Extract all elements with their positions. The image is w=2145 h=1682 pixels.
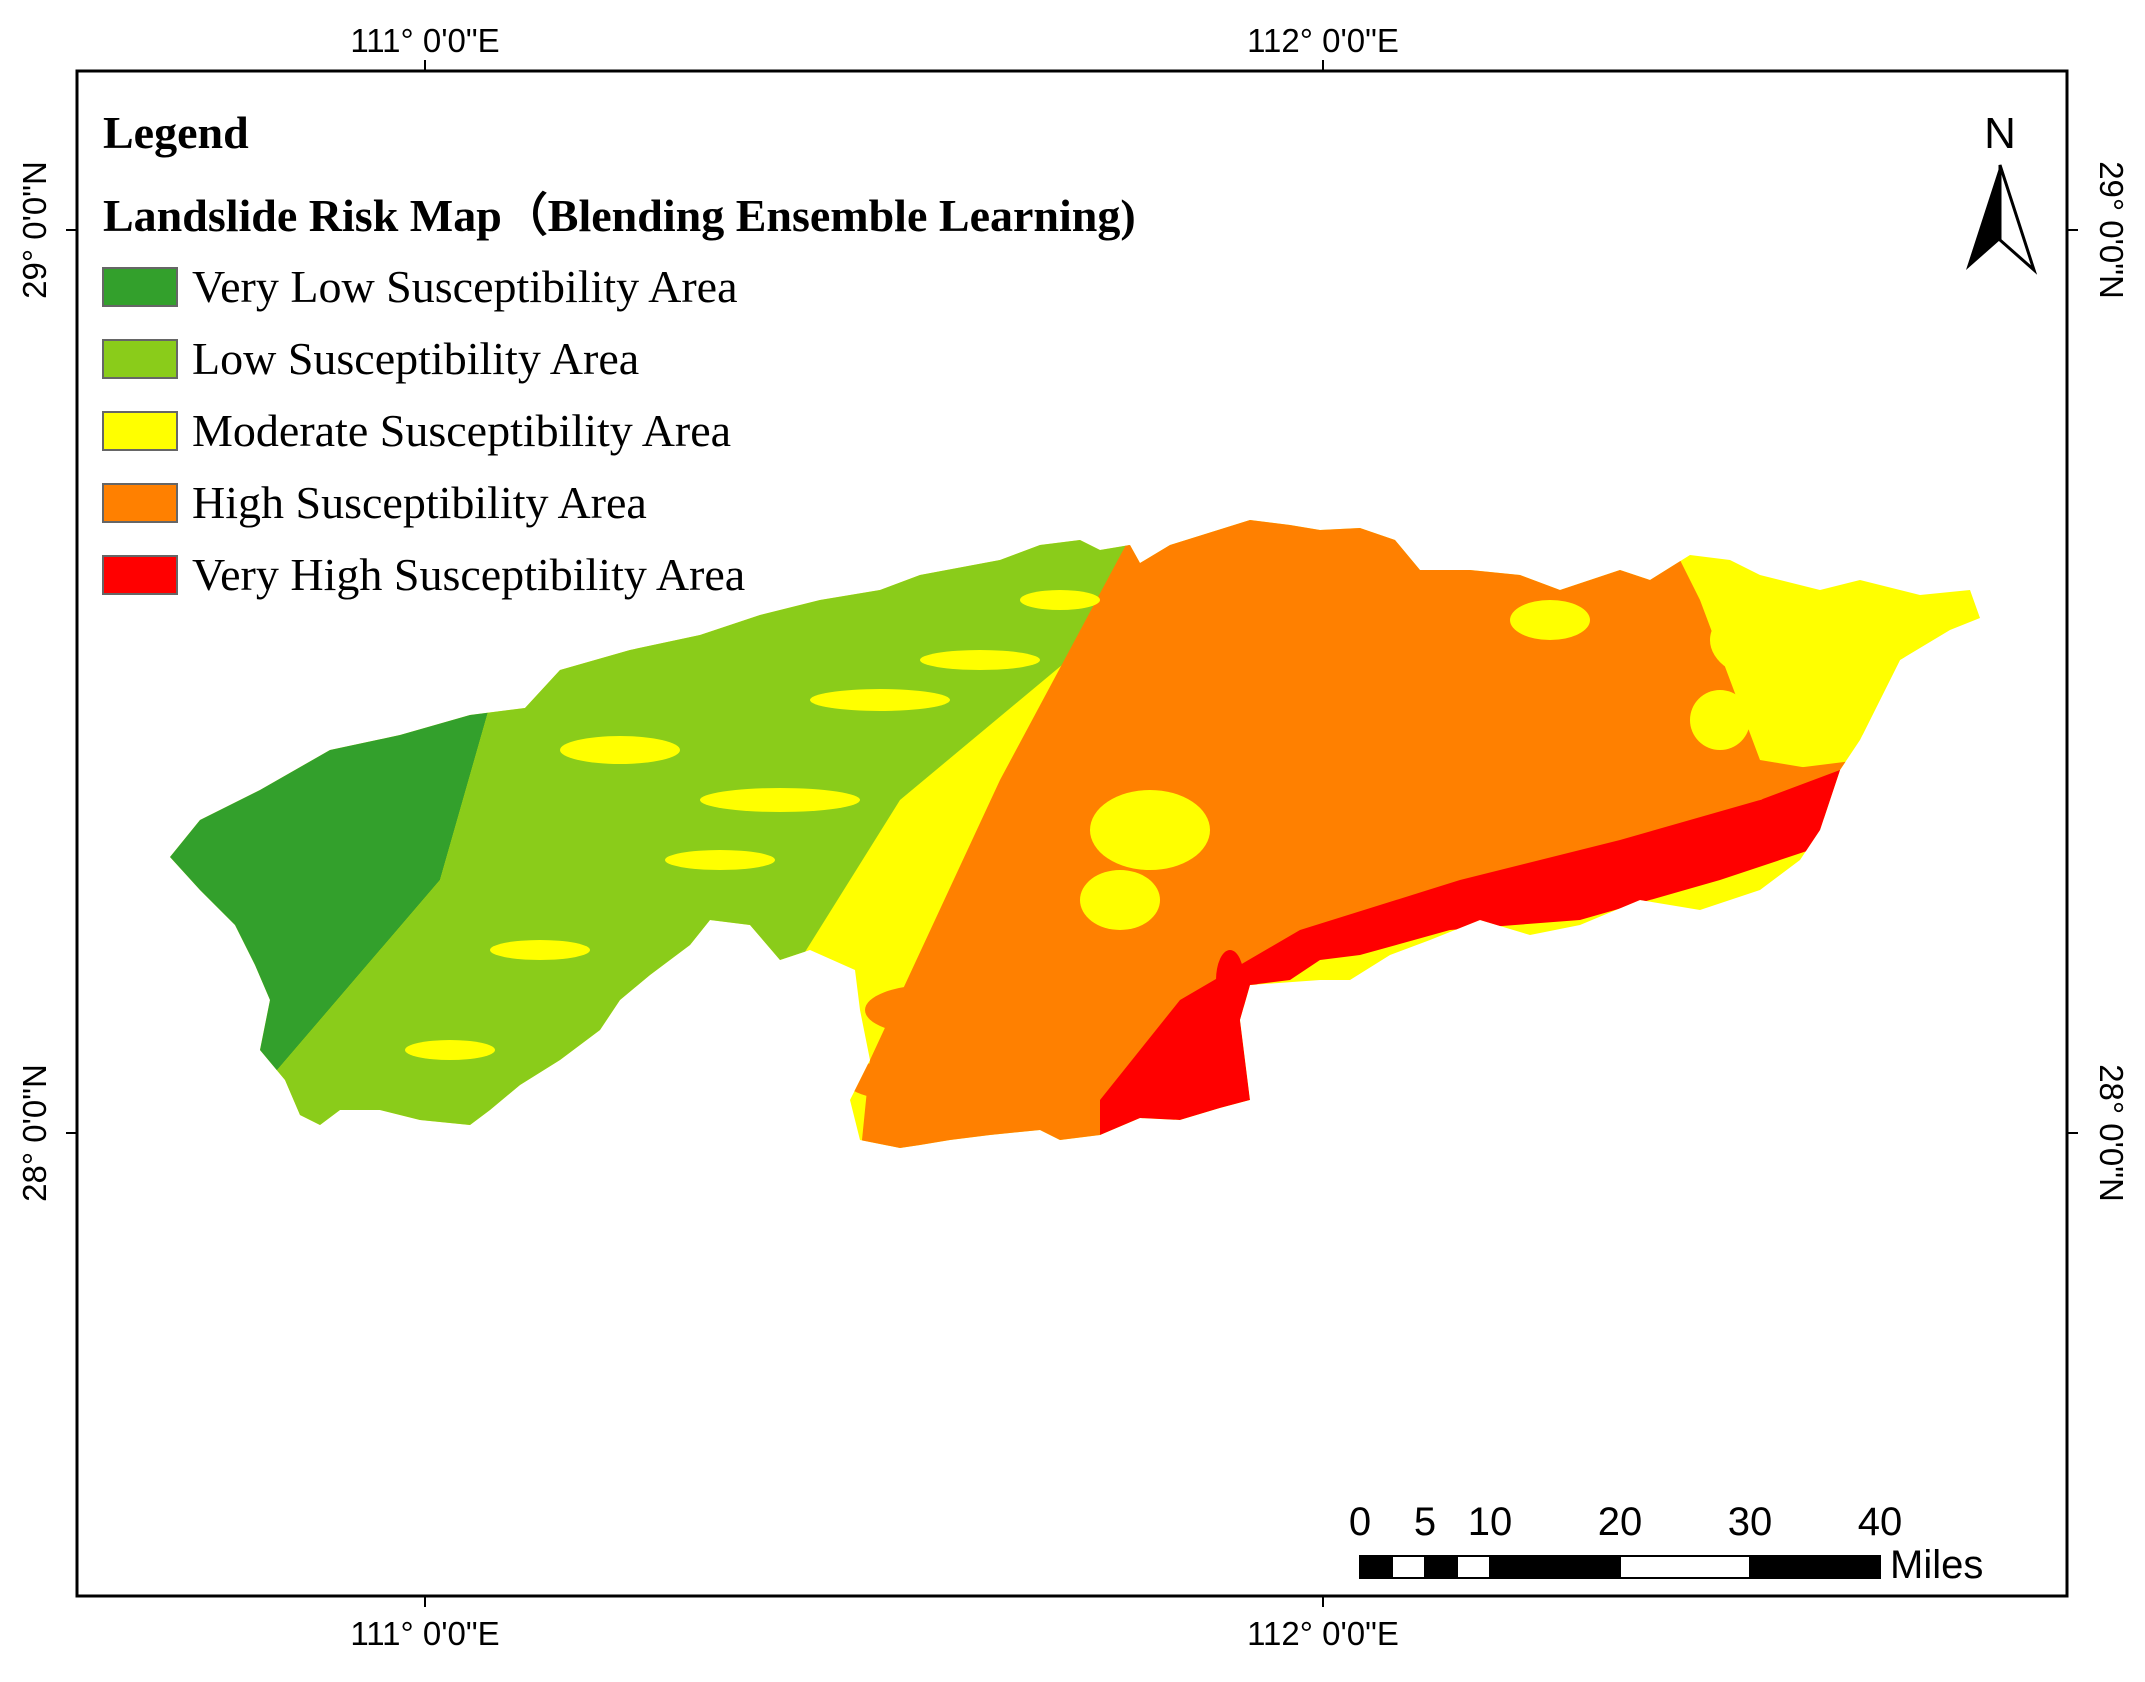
legend-label-moderate: Moderate Susceptibility Area [192, 405, 731, 456]
scale-tick-10: 10 [1468, 1500, 1513, 1544]
left-lat-label-29: 29° 0'0"N [16, 161, 53, 299]
moderate-patches [405, 590, 1910, 1060]
legend-item-very-high: Very High Susceptibility Area [102, 549, 745, 600]
scale-tick-30: 30 [1728, 1500, 1773, 1544]
legend-item-high: High Susceptibility Area [102, 477, 647, 528]
top-lon-label-111: 111° 0'0"E [350, 22, 499, 59]
very-high-patches [1105, 950, 1244, 1116]
bottom-lon-label-112: 112° 0'0"E [1247, 1615, 1399, 1652]
right-lat-label-29: 29° 0'0"N [2093, 161, 2130, 299]
legend-item-low: Low Susceptibility Area [102, 333, 639, 384]
legend-heading: Legend [103, 107, 249, 158]
legend: Legend Landslide Risk Map（Blending Ensem… [102, 107, 1136, 600]
legend-label-high: High Susceptibility Area [192, 477, 647, 528]
bottom-lon-label-111: 111° 0'0"E [350, 1615, 499, 1652]
legend-label-very-high: Very High Susceptibility Area [192, 549, 745, 600]
right-lat-label-28: 28° 0'0"N [2093, 1064, 2130, 1202]
north-arrow-icon [1966, 165, 2000, 270]
very-high-zone [1100, 770, 1860, 1135]
scale-tick-0: 0 [1349, 1500, 1371, 1544]
north-arrow-label: N [1984, 109, 2016, 158]
scale-tick-20: 20 [1598, 1500, 1643, 1544]
left-lat-label-28: 28° 0'0"N [16, 1064, 53, 1202]
legend-label-very-low: Very Low Susceptibility Area [192, 261, 738, 312]
low-zone [170, 520, 1150, 1148]
legend-item-very-low: Very Low Susceptibility Area [102, 261, 738, 312]
high-zone [860, 520, 1820, 1148]
top-lon-label-112: 112° 0'0"E [1247, 22, 1399, 59]
scale-tick-5: 5 [1414, 1500, 1436, 1544]
legend-swatch-moderate [102, 411, 178, 451]
legend-swatch-low [102, 339, 178, 379]
scale-unit: Miles [1890, 1543, 1983, 1587]
scale-bar: 0 5 10 20 30 40 Miles [1349, 1500, 1983, 1587]
legend-swatch-very-high [102, 555, 178, 595]
north-arrow: N [1966, 109, 2038, 275]
graticule-ticks [66, 60, 2078, 1607]
legend-label-low: Low Susceptibility Area [192, 333, 639, 384]
map-title: Landslide Risk Map（Blending Ensemble Lea… [103, 190, 1136, 241]
legend-swatch-very-low [102, 267, 178, 307]
legend-item-moderate: Moderate Susceptibility Area [102, 405, 731, 456]
legend-swatch-high [102, 483, 178, 523]
scale-tick-40: 40 [1858, 1500, 1903, 1544]
high-patches [845, 935, 1230, 1120]
north-arrow-icon-outline [1998, 164, 2038, 275]
